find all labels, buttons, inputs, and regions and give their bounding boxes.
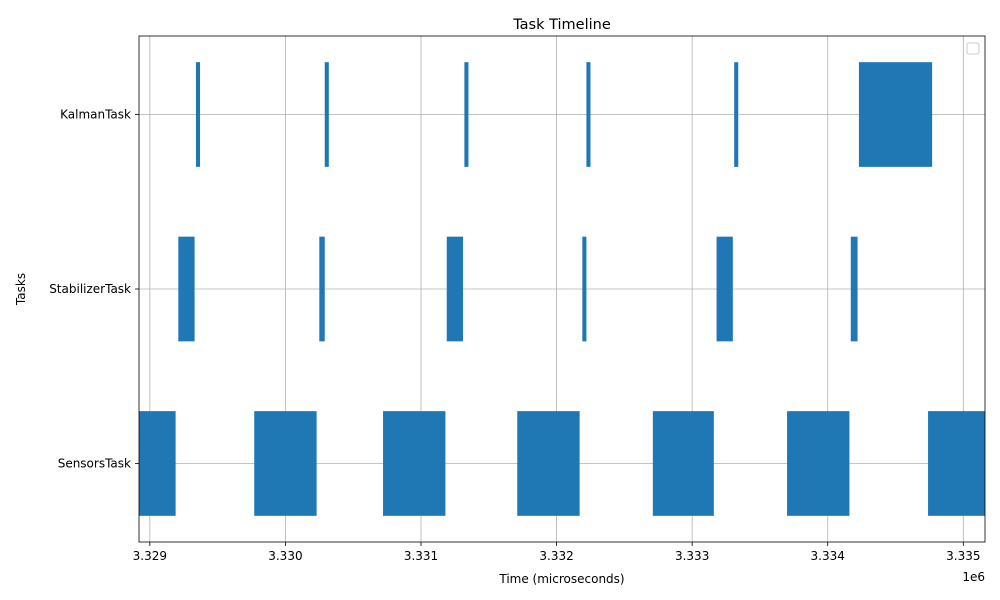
chart-title: Task Timeline <box>512 17 611 33</box>
timeline-bar <box>446 236 464 342</box>
x-tick-label: 3.329 <box>133 549 167 563</box>
timeline-bar <box>517 411 580 516</box>
timeline-bar <box>734 62 739 167</box>
timeline-bar <box>928 411 985 516</box>
timeline-bar <box>787 411 850 516</box>
timeline-bar <box>858 62 933 167</box>
timeline-bar <box>254 411 317 516</box>
bars <box>139 62 985 516</box>
y-tick-label: KalmanTask <box>60 108 131 122</box>
x-tick-label: 3.331 <box>404 549 438 563</box>
timeline-bar <box>652 411 714 516</box>
x-tick-label: 3.334 <box>811 549 845 563</box>
timeline-bar <box>139 411 176 516</box>
legend-box <box>966 42 980 55</box>
y-axis-ticks: SensorsTask StabilizerTask KalmanTask <box>49 108 139 470</box>
y-tick-label: SensorsTask <box>58 456 131 470</box>
x-tick-label: 3.333 <box>675 549 709 563</box>
timeline-bar <box>716 236 733 342</box>
timeline-bar <box>464 62 469 167</box>
timeline-bar <box>586 62 591 167</box>
x-tick-label: 3.335 <box>946 549 980 563</box>
y-axis-label: Tasks <box>14 273 28 306</box>
x-axis-label: Time (microseconds) <box>498 572 624 586</box>
x-tick-label: 3.332 <box>539 549 573 563</box>
timeline-bar <box>319 236 325 342</box>
x-tick-label: 3.330 <box>268 549 302 563</box>
timeline-bar <box>178 236 195 342</box>
x-axis-offset-label: 1e6 <box>962 570 985 584</box>
timeline-bar <box>582 236 587 342</box>
x-axis-ticks: 3.329 3.330 3.331 3.332 3.333 3.334 3.335 <box>133 542 980 563</box>
timeline-bar <box>850 236 858 342</box>
timeline-bar <box>195 62 201 167</box>
timeline-bar <box>383 411 446 516</box>
timeline-bar <box>324 62 329 167</box>
y-tick-label: StabilizerTask <box>49 282 131 296</box>
